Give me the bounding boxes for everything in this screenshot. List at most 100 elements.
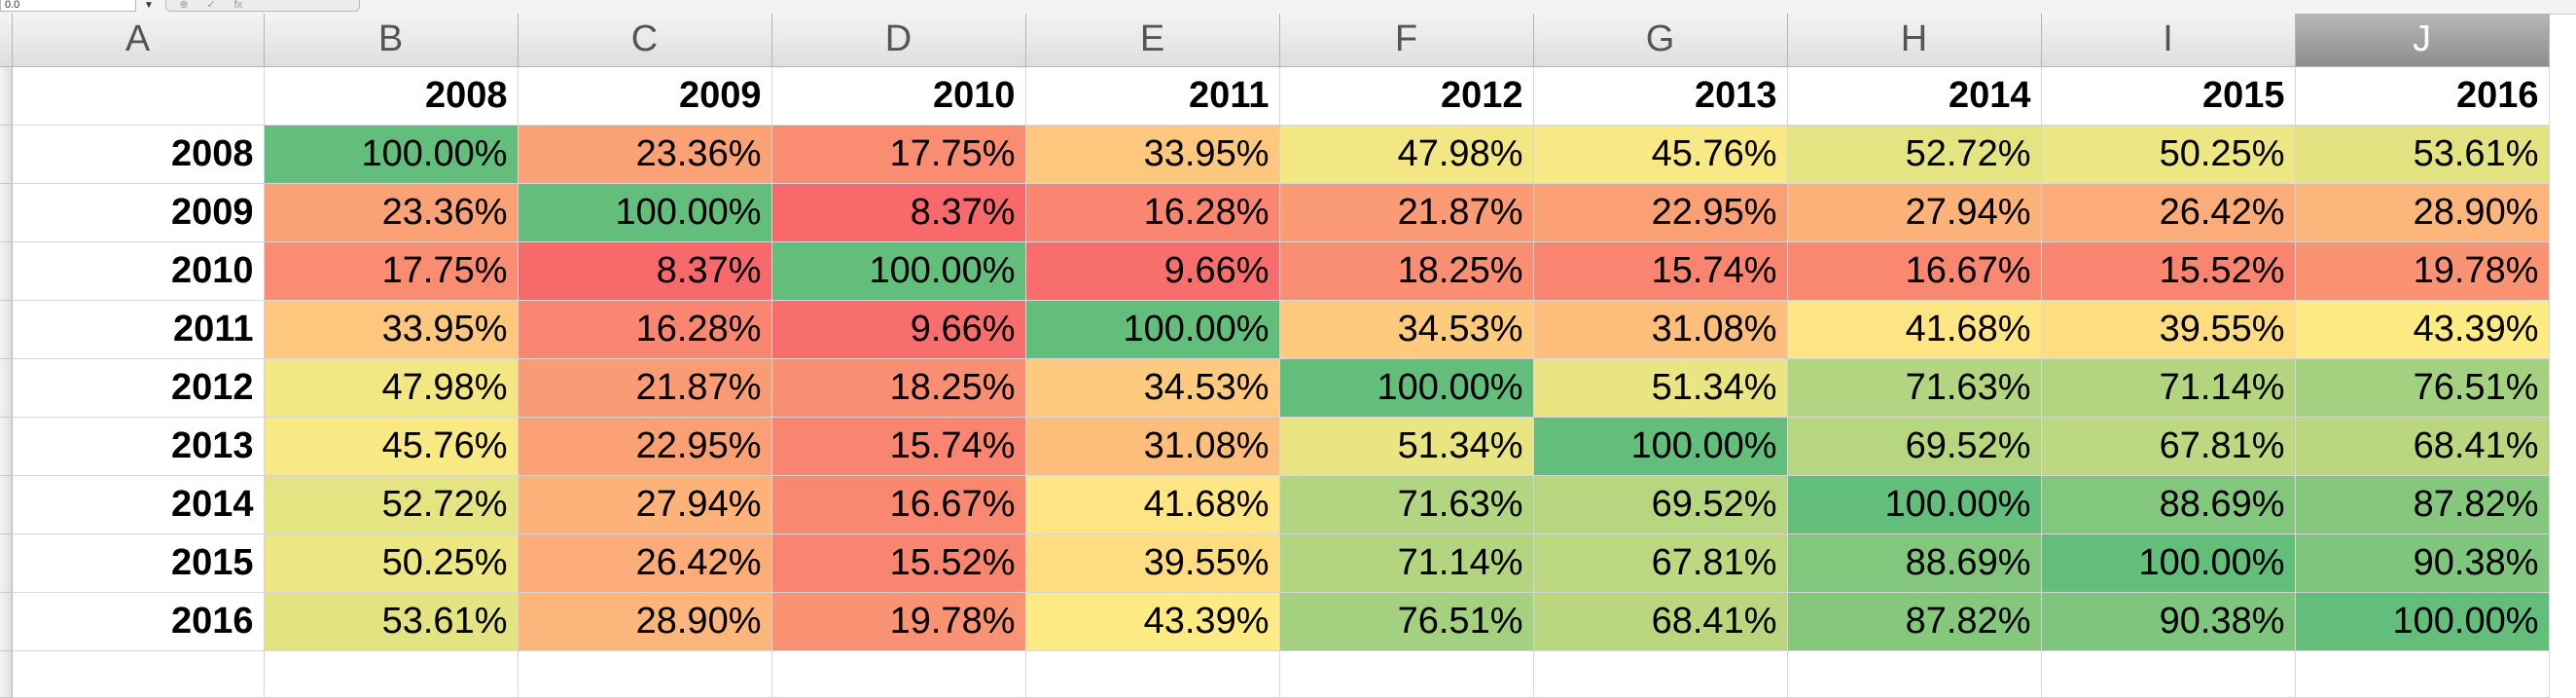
row-year-cell[interactable]: 2016 (12, 592, 265, 651)
select-all-corner[interactable] (0, 14, 13, 67)
empty-cell[interactable] (1279, 650, 1534, 698)
correlation-cell[interactable]: 19.78% (2295, 241, 2550, 301)
row-year-cell[interactable]: 2008 (12, 125, 265, 184)
year-header-cell[interactable]: 2008 (264, 66, 519, 126)
correlation-cell[interactable]: 23.36% (264, 183, 519, 242)
correlation-cell[interactable]: 53.61% (2295, 125, 2550, 184)
correlation-cell[interactable]: 43.39% (1025, 592, 1280, 651)
correlation-cell[interactable]: 100.00% (518, 183, 772, 242)
correlation-cell[interactable]: 100.00% (1279, 358, 1534, 418)
correlation-cell[interactable]: 26.42% (518, 533, 772, 593)
column-header-d[interactable]: D (771, 14, 1026, 67)
row-header[interactable] (0, 592, 13, 651)
row-year-cell[interactable]: 2012 (12, 358, 265, 418)
year-header-cell[interactable]: 2011 (1025, 66, 1280, 126)
correlation-cell[interactable]: 100.00% (771, 241, 1026, 301)
function-icon[interactable]: fx (233, 0, 243, 11)
correlation-cell[interactable]: 33.95% (1025, 125, 1280, 184)
empty-cell[interactable] (1025, 650, 1280, 698)
empty-cell[interactable] (1533, 650, 1788, 698)
column-header-f[interactable]: F (1279, 14, 1534, 67)
correlation-cell[interactable]: 67.81% (1533, 533, 1788, 593)
correlation-cell[interactable]: 16.28% (518, 300, 772, 359)
correlation-cell[interactable]: 15.74% (771, 417, 1026, 476)
correlation-cell[interactable]: 71.63% (1787, 358, 2042, 418)
correlation-cell[interactable]: 90.38% (2041, 592, 2296, 651)
row-header[interactable] (0, 650, 13, 698)
year-header-cell[interactable]: 2009 (518, 66, 772, 126)
row-header[interactable] (0, 241, 13, 301)
correlation-cell[interactable]: 50.25% (2041, 125, 2296, 184)
cell-a1[interactable] (12, 66, 265, 126)
correlation-cell[interactable]: 31.08% (1533, 300, 1788, 359)
correlation-cell[interactable]: 71.14% (2041, 358, 2296, 418)
row-year-cell[interactable]: 2010 (12, 241, 265, 301)
correlation-cell[interactable]: 39.55% (1025, 533, 1280, 593)
column-header-g[interactable]: G (1533, 14, 1788, 67)
correlation-cell[interactable]: 88.69% (2041, 475, 2296, 534)
year-header-cell[interactable]: 2015 (2041, 66, 2296, 126)
correlation-cell[interactable]: 22.95% (1533, 183, 1788, 242)
correlation-cell[interactable]: 90.38% (2295, 533, 2550, 593)
row-header[interactable] (0, 125, 13, 184)
correlation-cell[interactable]: 33.95% (264, 300, 519, 359)
row-year-cell[interactable]: 2011 (12, 300, 265, 359)
correlation-cell[interactable]: 15.74% (1533, 241, 1788, 301)
row-header[interactable] (0, 358, 13, 418)
year-header-cell[interactable]: 2010 (771, 66, 1026, 126)
correlation-cell[interactable]: 100.00% (264, 125, 519, 184)
empty-cell[interactable] (264, 650, 519, 698)
correlation-cell[interactable]: 76.51% (1279, 592, 1534, 651)
correlation-cell[interactable]: 15.52% (2041, 241, 2296, 301)
correlation-cell[interactable]: 8.37% (518, 241, 772, 301)
row-header[interactable] (0, 183, 13, 242)
row-header[interactable] (0, 66, 13, 126)
row-year-cell[interactable]: 2015 (12, 533, 265, 593)
correlation-cell[interactable]: 39.55% (2041, 300, 2296, 359)
column-header-j[interactable]: J (2295, 14, 2550, 67)
row-year-cell[interactable]: 2009 (12, 183, 265, 242)
name-box-dropdown-icon[interactable]: ▼ (144, 0, 154, 11)
empty-cell[interactable] (1787, 650, 2042, 698)
correlation-cell[interactable]: 17.75% (264, 241, 519, 301)
empty-cell[interactable] (2041, 650, 2296, 698)
correlation-cell[interactable]: 34.53% (1279, 300, 1534, 359)
row-header[interactable] (0, 417, 13, 476)
confirm-icon[interactable]: ✓ (206, 0, 216, 11)
correlation-cell[interactable]: 68.41% (2295, 417, 2550, 476)
correlation-cell[interactable]: 69.52% (1533, 475, 1788, 534)
year-header-cell[interactable]: 2016 (2295, 66, 2550, 126)
correlation-cell[interactable]: 27.94% (518, 475, 772, 534)
correlation-cell[interactable]: 21.87% (1279, 183, 1534, 242)
correlation-cell[interactable]: 52.72% (264, 475, 519, 534)
correlation-cell[interactable]: 18.25% (771, 358, 1026, 418)
correlation-cell[interactable]: 53.61% (264, 592, 519, 651)
correlation-cell[interactable]: 52.72% (1787, 125, 2042, 184)
correlation-cell[interactable]: 88.69% (1787, 533, 2042, 593)
correlation-cell[interactable]: 8.37% (771, 183, 1026, 242)
row-header[interactable] (0, 533, 13, 593)
correlation-cell[interactable]: 22.95% (518, 417, 772, 476)
correlation-cell[interactable]: 71.63% (1279, 475, 1534, 534)
name-box[interactable]: 0.0 (0, 0, 136, 12)
correlation-cell[interactable]: 100.00% (1787, 475, 2042, 534)
correlation-cell[interactable]: 47.98% (1279, 125, 1534, 184)
correlation-cell[interactable]: 26.42% (2041, 183, 2296, 242)
empty-cell[interactable] (518, 650, 772, 698)
correlation-cell[interactable]: 87.82% (2295, 475, 2550, 534)
correlation-cell[interactable]: 23.36% (518, 125, 772, 184)
correlation-cell[interactable]: 45.76% (1533, 125, 1788, 184)
correlation-cell[interactable]: 76.51% (2295, 358, 2550, 418)
correlation-cell[interactable]: 47.98% (264, 358, 519, 418)
correlation-cell[interactable]: 15.52% (771, 533, 1026, 593)
correlation-cell[interactable]: 67.81% (2041, 417, 2296, 476)
correlation-cell[interactable]: 87.82% (1787, 592, 2042, 651)
row-year-cell[interactable]: 2013 (12, 417, 265, 476)
correlation-cell[interactable]: 19.78% (771, 592, 1026, 651)
empty-cell[interactable] (2295, 650, 2550, 698)
correlation-cell[interactable]: 100.00% (2295, 592, 2550, 651)
correlation-cell[interactable]: 51.34% (1533, 358, 1788, 418)
correlation-cell[interactable]: 41.68% (1787, 300, 2042, 359)
correlation-cell[interactable]: 18.25% (1279, 241, 1534, 301)
column-header-a[interactable]: A (12, 14, 265, 67)
